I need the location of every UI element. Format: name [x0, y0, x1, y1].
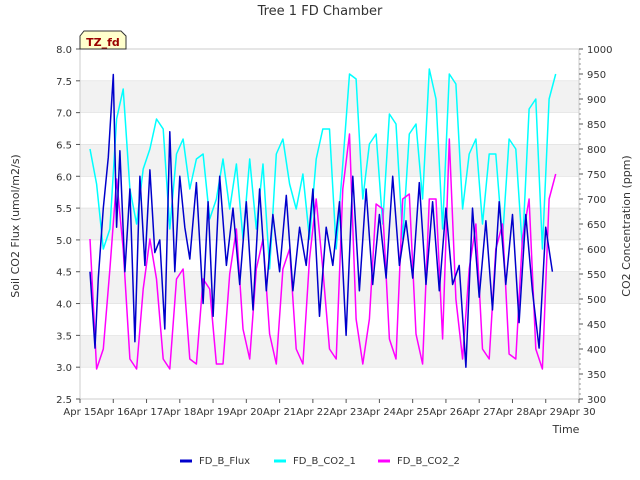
y-tick-label: 4.0 — [56, 300, 72, 311]
x-axis: Apr 15 Apr 16 Apr 17 Apr 18 Apr 19 Apr 20 Apr … — [63, 399, 596, 418]
x-tick-label: Apr 24 — [363, 407, 396, 418]
legend-item: FD_B_CO2_1 — [274, 456, 356, 467]
y2-axis-label: CO2 Concentration (ppm) — [620, 155, 633, 296]
y2-tick-label: 950 — [587, 70, 606, 81]
legend-label: FD_B_CO2_1 — [293, 456, 356, 467]
x-tick-label: Apr 23 — [330, 407, 363, 418]
y2-tick-label: 400 — [587, 345, 606, 356]
series-layer — [89, 68, 557, 370]
y-tick-label: 6.5 — [56, 140, 72, 151]
grid-band — [80, 208, 579, 240]
grid-band — [80, 80, 579, 113]
grid-band — [80, 176, 579, 209]
y2-tick-label: 850 — [587, 120, 606, 131]
y2-tick-label: 350 — [587, 370, 606, 381]
x-tick-label: Apr 20 — [230, 407, 263, 418]
x-tick-label: Apr 25 — [396, 407, 429, 418]
y2-tick-label: 450 — [587, 320, 606, 331]
y-tick-label: 3.0 — [56, 363, 72, 374]
legend-item: FD_B_Flux — [180, 456, 250, 467]
y-tick-label: 6.0 — [56, 172, 72, 183]
x-axis-label: Time — [552, 423, 580, 436]
y2-tick-label: 650 — [587, 220, 606, 231]
grid-band — [80, 144, 579, 177]
legend-label: FD_B_CO2_2 — [397, 456, 460, 467]
grid-band — [80, 49, 579, 81]
x-tick-label: Apr 21 — [263, 407, 296, 418]
legend-label: FD_B_Flux — [199, 456, 250, 467]
x-tick-label: Apr 28 — [496, 407, 529, 418]
annotation-label: TZ_fd — [86, 36, 120, 49]
x-tick-label: Apr 30 — [562, 407, 595, 418]
chart-title: Tree 1 FD Chamber — [257, 4, 383, 19]
y-tick-label: 7.0 — [56, 109, 72, 120]
y2-tick-label: 300 — [587, 395, 606, 406]
y-tick-label: 4.5 — [56, 268, 72, 279]
y-axis-right: 300 350 400 450 500 550 600 650 700 750 800 850 900 9… — [579, 45, 612, 406]
y-tick-label: 2.5 — [56, 395, 72, 406]
legend: FD_B_Flux FD_B_CO2_1 FD_B_CO2_2 — [180, 456, 460, 467]
annotation-box: TZ_fd — [79, 30, 127, 50]
x-tick-label: Apr 17 — [130, 407, 163, 418]
series-line-fd-b-flux — [89, 73, 554, 368]
y-tick-label: 8.0 — [56, 45, 72, 56]
y2-tick-label: 1000 — [587, 45, 612, 56]
y2-tick-label: 550 — [587, 270, 606, 281]
x-tick-label: Apr 27 — [463, 407, 496, 418]
x-tick-label: Apr 15 — [63, 407, 96, 418]
y2-tick-label: 800 — [587, 145, 606, 156]
y-axis-label: Soil CO2 Flux (umol/m2/s) — [9, 154, 22, 297]
x-tick-label: Apr 18 — [163, 407, 196, 418]
y-axis-left: 2.5 3.0 3.5 4.0 4.5 5.0 5.5 6.0 6.5 7.0 7.5 8.0 — [56, 45, 80, 406]
y-tick-label: 5.0 — [56, 236, 72, 247]
x-tick-label: Apr 16 — [97, 407, 130, 418]
y2-tick-label: 700 — [587, 195, 606, 206]
x-tick-label: Apr 19 — [196, 407, 229, 418]
grid-band — [80, 303, 579, 336]
y2-tick-label: 500 — [587, 295, 606, 306]
grid-band — [80, 271, 579, 304]
grid-band — [80, 367, 579, 399]
legend-item: FD_B_CO2_2 — [378, 456, 460, 467]
y-tick-label: 7.5 — [56, 77, 72, 88]
x-tick-label: Apr 22 — [296, 407, 329, 418]
y2-tick-label: 900 — [587, 95, 606, 106]
y2-tick-label: 750 — [587, 170, 606, 181]
y-tick-label: 3.5 — [56, 331, 72, 342]
y2-tick-label: 600 — [587, 245, 606, 256]
y-tick-label: 5.5 — [56, 204, 72, 215]
x-tick-label: Apr 26 — [429, 407, 462, 418]
x-tick-label: Apr 29 — [529, 407, 562, 418]
